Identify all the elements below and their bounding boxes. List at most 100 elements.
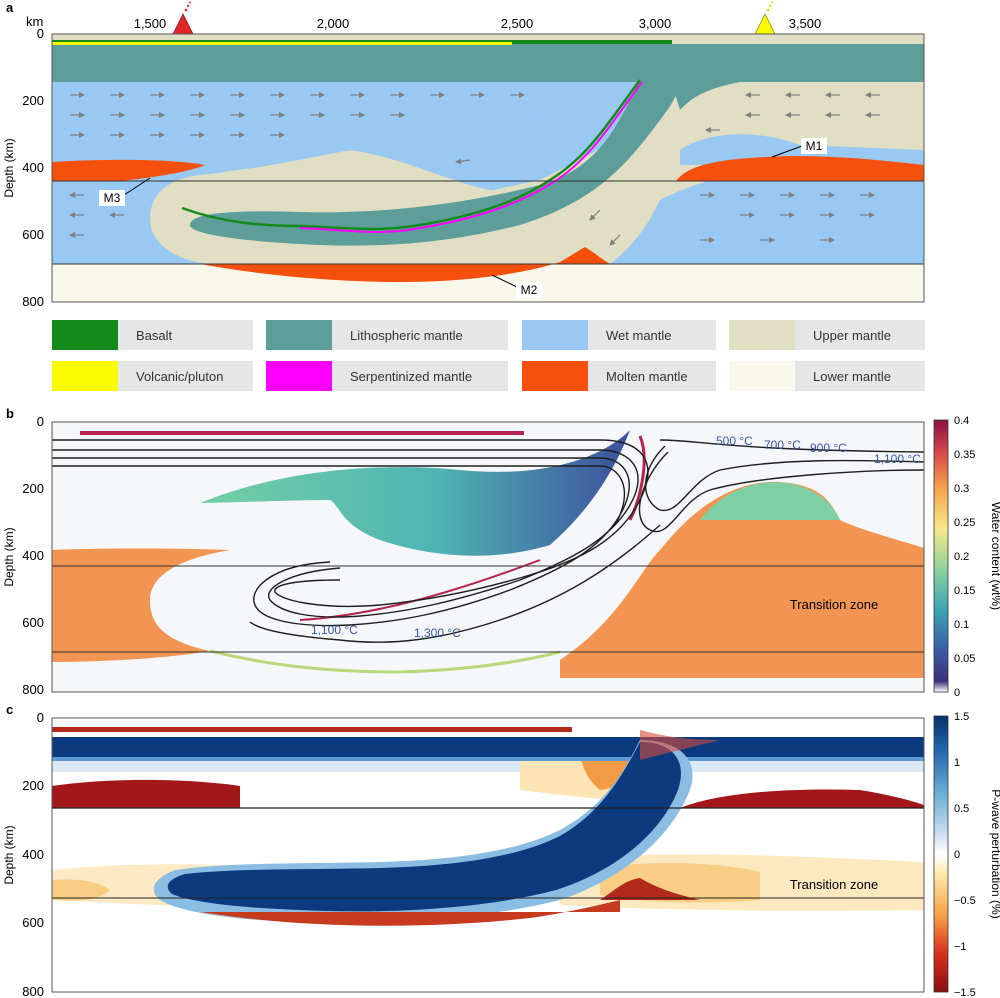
isotherm-label: 1,300 °C: [414, 626, 461, 640]
p-wave-colorbar-ticks: 1.5 1 0.5 0 −0.5 −1 −1.5: [954, 711, 976, 998]
colorbar-tick: 1: [954, 757, 960, 769]
panel-a-label: a: [6, 0, 14, 15]
water-colorbar-ticks: 0.4 0.35 0.3 0.25 0.2 0.15 0.1 0.05 0: [954, 415, 975, 699]
legend-item-serpentinized: Serpentinized mantle: [266, 361, 508, 391]
y-axis-ticks: 0 200 400 600 800: [22, 414, 44, 697]
colorbar-tick: 0.4: [954, 415, 969, 427]
legend-label: Basalt: [136, 327, 173, 343]
colorbar-tick: −0.5: [954, 895, 976, 907]
y-axis-title: Depth (km): [2, 527, 16, 586]
colorbar-tick: −1.5: [954, 987, 976, 998]
panel-a: a km 1,500 2,000 2,500 3,000 3,500 0 200…: [2, 0, 925, 309]
y-tick: 200: [22, 481, 44, 496]
legend-item-lower: Lower mantle: [729, 361, 925, 391]
x-axis-ticks: 1,500 2,000 2,500 3,000 3,500: [134, 16, 822, 31]
water-colorbar-title: Water content (wt%): [989, 502, 1000, 610]
legend-label: Molten mantle: [606, 368, 688, 384]
colorbar-tick: 0.15: [954, 585, 975, 597]
y-tick: 0: [37, 414, 44, 429]
legend-label: Serpentinized mantle: [350, 368, 473, 384]
x-tick: 1,500: [134, 16, 167, 31]
annotation-m3: M3: [104, 191, 121, 205]
y-tick: 200: [22, 778, 44, 793]
colorbar-tick: 0.3: [954, 483, 969, 495]
y-tick: 400: [22, 847, 44, 862]
y-tick: 400: [22, 548, 44, 563]
isotherm-label: 1,100 °C: [874, 452, 921, 466]
panel-c-label: c: [6, 702, 13, 717]
x-unit-label: km: [26, 14, 43, 29]
y-axis-title: Depth (km): [2, 825, 16, 884]
colorbar-tick: −1: [954, 941, 967, 953]
legend-item-basalt: Basalt: [52, 320, 253, 350]
legend-label: Volcanic/pluton: [136, 368, 224, 384]
legend-swatch: [52, 361, 118, 391]
annotation-m1: M1: [806, 139, 823, 153]
water-colorbar: [933, 419, 949, 693]
legend-swatch: [522, 361, 588, 391]
colorbar-tick: 0.25: [954, 517, 975, 529]
isotherm-label: 500 °C: [716, 434, 753, 448]
x-tick: 3,000: [639, 16, 672, 31]
legend-label: Lower mantle: [813, 368, 892, 384]
x-tick: 3,500: [789, 16, 822, 31]
legend-swatch: [522, 320, 588, 350]
transition-zone-label: Transition zone: [790, 877, 878, 892]
legend-swatch: [266, 320, 332, 350]
legend-item-molten: Molten mantle: [522, 361, 716, 391]
y-tick: 600: [22, 615, 44, 630]
panel-a-frame: [51, 33, 925, 303]
y-tick: 0: [37, 26, 44, 41]
y-tick: 800: [22, 984, 44, 998]
isotherm-label: 700 °C: [764, 438, 801, 452]
p-wave-colorbar: [933, 715, 949, 993]
panel-b: b 0 200 400 600 800 Depth (km): [2, 406, 1000, 699]
colorbar-tick: 0.1: [954, 619, 969, 631]
y-tick: 600: [22, 915, 44, 930]
y-tick: 600: [22, 227, 44, 242]
y-tick: 0: [37, 710, 44, 725]
volcano-yellow-icon: [754, 13, 776, 35]
p-wave-colorbar-title: P-wave perturbation (%): [989, 789, 1000, 918]
legend-item-volcanic: Volcanic/pluton: [52, 361, 253, 391]
x-tick: 2,500: [501, 16, 534, 31]
y-axis-title: Depth (km): [2, 138, 16, 197]
y-tick: 800: [22, 682, 44, 697]
y-tick: 200: [22, 93, 44, 108]
isotherm-label: 900 °C: [810, 441, 847, 455]
y-axis-ticks: 0 200 400 600 800: [22, 26, 44, 309]
colorbar-tick: 0.5: [954, 803, 969, 815]
y-axis-ticks: 0 200 400 600 800: [22, 710, 44, 998]
legend-label: Lithospheric mantle: [350, 327, 463, 343]
isotherm-labels: 500 °C 700 °C 900 °C 1,100 °C 1,100 °C 1…: [311, 434, 921, 640]
legend-swatch: [266, 361, 332, 391]
legend-label: Upper mantle: [813, 327, 892, 343]
model-cross-section: [52, 34, 924, 302]
p-wave-map: [52, 718, 924, 992]
colorbar-tick: 0: [954, 849, 960, 861]
x-tick: 2,000: [317, 16, 350, 31]
legend-item-wet: Wet mantle: [522, 320, 716, 350]
y-tick: 800: [22, 294, 44, 309]
water-content-map: [52, 422, 924, 692]
panel-b-label: b: [6, 406, 14, 421]
transition-zone-label: Transition zone: [790, 597, 878, 612]
isotherm-label: 1,100 °C: [311, 623, 358, 637]
colorbar-tick: 0.05: [954, 653, 975, 665]
panel-c-frame: [51, 717, 925, 993]
legend-swatch: [729, 361, 795, 391]
legend-label: Wet mantle: [606, 327, 672, 343]
annotation-m2: M2: [521, 283, 538, 297]
legend-item-upper: Upper mantle: [729, 320, 925, 350]
panel-c: c 0 200 400 600 800 Depth (km): [2, 702, 1000, 998]
y-tick: 400: [22, 160, 44, 175]
panel-b-frame: [51, 421, 925, 693]
colorbar-tick: 1.5: [954, 711, 969, 723]
legend-swatch: [729, 320, 795, 350]
colorbar-tick: 0.2: [954, 551, 969, 563]
legend-swatch: [52, 320, 118, 350]
legend-item-lithospheric: Lithospheric mantle: [266, 320, 508, 350]
colorbar-tick: 0: [954, 687, 960, 699]
colorbar-tick: 0.35: [954, 449, 975, 461]
